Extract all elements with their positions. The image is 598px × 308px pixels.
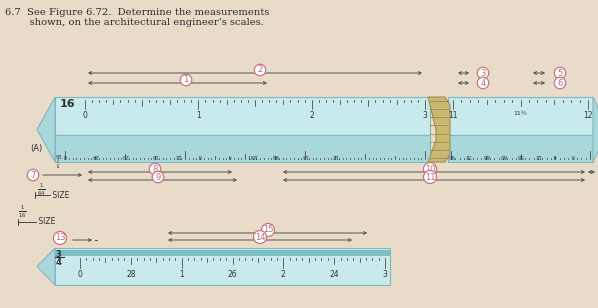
Text: 20: 20 — [121, 153, 129, 158]
Text: 11: 11 — [448, 111, 457, 120]
Text: 0: 0 — [78, 270, 83, 279]
Text: 0: 0 — [83, 111, 87, 120]
Text: 100: 100 — [247, 153, 258, 158]
Text: 3: 3 — [480, 68, 486, 78]
Text: 3: 3 — [423, 111, 428, 120]
Text: 1: 1 — [179, 270, 184, 279]
Bar — [448, 135, 593, 162]
Text: 8: 8 — [152, 164, 158, 173]
Text: (A): (A) — [30, 144, 42, 153]
Text: 16: 16 — [151, 153, 158, 158]
Text: 60: 60 — [499, 153, 507, 158]
Bar — [55, 248, 390, 285]
Text: 12: 12 — [174, 153, 181, 158]
Text: 8: 8 — [199, 153, 202, 158]
Text: 96: 96 — [271, 153, 279, 158]
Text: 14: 14 — [255, 233, 266, 241]
Text: 13: 13 — [54, 233, 65, 242]
Text: 2: 2 — [309, 111, 314, 120]
Text: 12: 12 — [0, 307, 1, 308]
Text: 4: 4 — [480, 79, 486, 87]
Bar — [55, 97, 430, 135]
Bar — [55, 250, 390, 256]
Bar — [448, 97, 593, 135]
Text: 1: 1 — [196, 111, 201, 120]
Polygon shape — [428, 97, 450, 162]
Text: 0: 0 — [571, 153, 574, 158]
Text: 3
/
16: 3 / 16 — [54, 152, 62, 166]
Text: 4: 4 — [228, 153, 232, 158]
Polygon shape — [37, 248, 55, 285]
Text: 26: 26 — [228, 270, 237, 279]
Text: 7: 7 — [30, 171, 36, 180]
Text: 12: 12 — [583, 111, 593, 120]
Text: 14: 14 — [301, 153, 309, 158]
Text: 28: 28 — [126, 270, 136, 279]
Text: 16: 16 — [60, 99, 75, 109]
Text: 72: 72 — [465, 153, 472, 158]
Text: 5: 5 — [557, 68, 563, 78]
Text: 4: 4 — [55, 258, 61, 267]
Text: shown, on the architectural engineer’s scales.: shown, on the architectural engineer’s s… — [14, 18, 264, 27]
Text: 6.7  See Figure 6.72.  Determine the measurements: 6.7 See Figure 6.72. Determine the measu… — [5, 8, 269, 17]
Text: 4: 4 — [554, 153, 557, 158]
Text: 10: 10 — [425, 164, 435, 173]
Text: SIZE: SIZE — [36, 217, 56, 226]
Text: 24: 24 — [91, 153, 99, 158]
Text: 0: 0 — [63, 153, 67, 158]
Text: 2: 2 — [257, 66, 263, 75]
Text: 24: 24 — [329, 270, 339, 279]
Text: $\frac{1}{16}$: $\frac{1}{16}$ — [18, 204, 27, 220]
Text: 15: 15 — [263, 225, 273, 234]
Text: $\frac{1}{64}$: $\frac{1}{64}$ — [37, 182, 46, 198]
Polygon shape — [593, 97, 598, 162]
Text: 96: 96 — [447, 153, 454, 158]
Text: 9: 9 — [155, 172, 161, 181]
Text: 2: 2 — [281, 270, 286, 279]
Text: 6: 6 — [557, 79, 563, 87]
Text: 1: 1 — [184, 75, 188, 84]
Text: 12: 12 — [331, 153, 338, 158]
Bar — [55, 135, 430, 162]
Text: 11½: 11½ — [514, 111, 527, 116]
Text: 11: 11 — [425, 172, 435, 181]
Text: SIZE: SIZE — [50, 192, 69, 201]
Polygon shape — [37, 97, 55, 162]
Text: 68: 68 — [482, 153, 489, 158]
Text: 12: 12 — [535, 153, 541, 158]
Text: 58: 58 — [517, 153, 524, 158]
Text: 3: 3 — [55, 250, 61, 259]
Text: 3: 3 — [383, 270, 388, 279]
